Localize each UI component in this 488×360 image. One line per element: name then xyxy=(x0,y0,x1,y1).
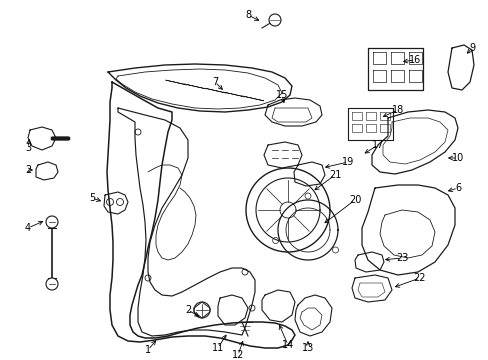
Text: 22: 22 xyxy=(413,273,426,283)
Text: 2: 2 xyxy=(184,305,191,315)
Text: 21: 21 xyxy=(328,170,341,180)
Circle shape xyxy=(46,216,58,228)
Text: 19: 19 xyxy=(341,157,353,167)
Polygon shape xyxy=(264,98,321,126)
Text: 7: 7 xyxy=(211,77,218,87)
Text: 16: 16 xyxy=(408,55,420,65)
Polygon shape xyxy=(36,162,58,180)
Circle shape xyxy=(194,302,209,318)
Text: 12: 12 xyxy=(231,350,244,360)
Text: 5: 5 xyxy=(89,193,95,203)
Text: 6: 6 xyxy=(454,183,460,193)
Polygon shape xyxy=(107,82,294,348)
Polygon shape xyxy=(108,64,291,112)
Text: 8: 8 xyxy=(244,10,250,20)
Text: 1: 1 xyxy=(144,345,151,355)
Polygon shape xyxy=(447,45,473,90)
Text: 18: 18 xyxy=(391,105,403,115)
Polygon shape xyxy=(218,295,247,325)
Polygon shape xyxy=(354,252,383,272)
Polygon shape xyxy=(104,192,128,214)
Text: 13: 13 xyxy=(301,343,313,353)
Text: 15: 15 xyxy=(275,90,287,100)
Polygon shape xyxy=(351,275,391,302)
Polygon shape xyxy=(371,110,457,174)
Polygon shape xyxy=(367,48,422,90)
Text: 10: 10 xyxy=(451,153,463,163)
Text: 2: 2 xyxy=(25,165,31,175)
Text: 3: 3 xyxy=(25,143,31,153)
Polygon shape xyxy=(264,142,302,168)
Text: 23: 23 xyxy=(395,253,407,263)
Text: 9: 9 xyxy=(468,43,474,53)
Text: 4: 4 xyxy=(25,223,31,233)
Polygon shape xyxy=(293,162,325,186)
Polygon shape xyxy=(28,127,56,150)
Polygon shape xyxy=(347,108,392,140)
Polygon shape xyxy=(361,185,454,275)
Text: 20: 20 xyxy=(348,195,361,205)
Text: 14: 14 xyxy=(281,340,293,350)
Polygon shape xyxy=(294,295,331,336)
Circle shape xyxy=(268,14,281,26)
Circle shape xyxy=(46,278,58,290)
Text: 11: 11 xyxy=(211,343,224,353)
Text: 17: 17 xyxy=(371,140,384,150)
Polygon shape xyxy=(262,290,294,322)
